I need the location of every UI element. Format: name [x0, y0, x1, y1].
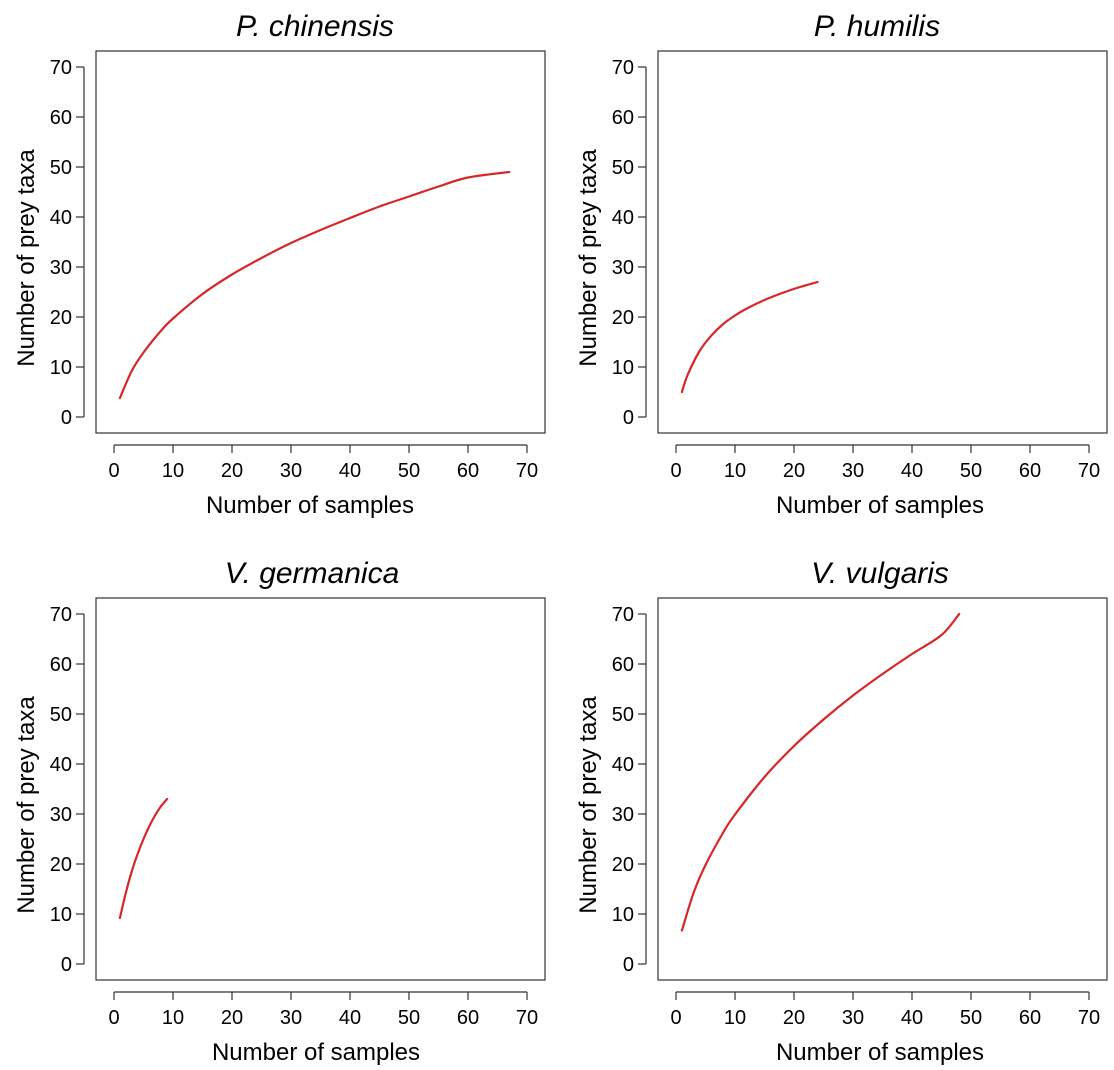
y-tick-label: 70 [612, 57, 634, 79]
y-tick-label: 60 [50, 107, 72, 129]
x-tick-label: 40 [339, 1007, 361, 1029]
x-tick-label: 20 [783, 460, 805, 482]
x-tick-label: 40 [901, 1007, 923, 1029]
y-tick-label: 40 [50, 754, 72, 776]
y-tick-label: 50 [50, 157, 72, 179]
y-tick-label: 10 [612, 904, 634, 926]
y-tick-label: 30 [612, 257, 634, 279]
rarefaction-curve [680, 280, 819, 394]
y-tick-label: 10 [50, 904, 72, 926]
x-tick-label: 70 [516, 460, 538, 482]
x-tick-label: 10 [162, 1007, 184, 1029]
tick-layer: 0 10 20 30 40 50 60 70 0 10 20 30 40 50 60 70 [50, 604, 538, 1029]
x-tick-label: 20 [783, 1007, 805, 1029]
y-axis-label: Number of prey taxa [13, 149, 40, 367]
y-tick-label: 60 [50, 654, 72, 676]
panel-title: P. chinensis [236, 10, 394, 43]
y-tick-label: 60 [612, 107, 634, 129]
y-tick-label: 40 [612, 207, 634, 229]
x-tick-label: 30 [280, 460, 302, 482]
panel-title: V. germanica [225, 557, 400, 590]
panel-v-germanica: V. germanica 0 10 20 30 40 50 60 70 0 10 20 30 40 50 6… [13, 557, 546, 1066]
x-tick-label: 20 [221, 460, 243, 482]
y-tick-label: 50 [612, 704, 634, 726]
x-tick-label: 70 [1078, 1007, 1100, 1029]
panel-p-chinensis: P. chinensis 0 10 20 30 40 50 60 70 0 10 20 30 40 50 6… [13, 10, 546, 519]
tick-layer: 0 10 20 30 40 50 60 70 0 10 20 30 40 50 60 70 [612, 57, 1100, 482]
panel-title: V. vulgaris [811, 557, 949, 590]
y-tick-label: 0 [623, 954, 634, 976]
rarefaction-curve [118, 797, 169, 920]
x-tick-label: 60 [1019, 1007, 1041, 1029]
tick-layer: 0 10 20 30 40 50 60 70 0 10 20 30 40 50 60 70 [50, 57, 538, 482]
y-tick-label: 30 [50, 804, 72, 826]
x-tick-label: 40 [339, 460, 361, 482]
x-tick-label: 0 [108, 1007, 119, 1029]
x-tick-label: 10 [162, 460, 184, 482]
y-tick-label: 30 [50, 257, 72, 279]
panel-v-vulgaris: V. vulgaris 0 10 20 30 40 50 60 70 0 10 20 30 40 50 60… [575, 557, 1108, 1066]
x-tick-label: 0 [670, 1007, 681, 1029]
y-tick-label: 70 [50, 604, 72, 626]
y-tick-label: 40 [612, 754, 634, 776]
y-tick-label: 50 [612, 157, 634, 179]
plot-frame [657, 50, 1108, 434]
x-tick-label: 70 [1078, 460, 1100, 482]
x-axis-label: Number of samples [206, 492, 414, 519]
y-tick-label: 70 [612, 604, 634, 626]
y-tick-label: 0 [623, 407, 634, 429]
y-axis-label: Number of prey taxa [575, 696, 602, 914]
y-tick-label: 10 [612, 357, 634, 379]
x-tick-label: 0 [670, 460, 681, 482]
panel-title: P. humilis [814, 10, 940, 43]
x-tick-label: 40 [901, 460, 923, 482]
x-tick-label: 0 [108, 460, 119, 482]
x-tick-label: 30 [842, 460, 864, 482]
rarefaction-curve [680, 612, 961, 932]
x-tick-label: 50 [398, 1007, 420, 1029]
x-tick-label: 70 [516, 1007, 538, 1029]
y-tick-label: 40 [50, 207, 72, 229]
x-tick-label: 60 [457, 1007, 479, 1029]
y-tick-label: 20 [50, 307, 72, 329]
y-tick-label: 50 [50, 704, 72, 726]
x-axis-label: Number of samples [212, 1039, 420, 1066]
plot-frame [95, 50, 546, 434]
x-tick-label: 50 [398, 460, 420, 482]
x-tick-label: 10 [724, 460, 746, 482]
series-layer [118, 797, 169, 920]
series-layer [680, 612, 961, 932]
y-tick-label: 0 [61, 954, 72, 976]
x-tick-label: 10 [724, 1007, 746, 1029]
x-axis-label: Number of samples [776, 492, 984, 519]
rarefaction-curve [118, 170, 511, 400]
x-tick-label: 30 [280, 1007, 302, 1029]
y-axis-label: Number of prey taxa [575, 149, 602, 367]
y-tick-label: 30 [612, 804, 634, 826]
y-tick-label: 20 [612, 307, 634, 329]
plot-frame [657, 597, 1108, 981]
x-tick-label: 60 [1019, 460, 1041, 482]
x-tick-label: 50 [960, 460, 982, 482]
tick-layer: 0 10 20 30 40 50 60 70 0 10 20 30 40 50 60 70 [612, 604, 1100, 1029]
x-axis-label: Number of samples [776, 1039, 984, 1066]
x-tick-label: 50 [960, 1007, 982, 1029]
y-tick-label: 60 [612, 654, 634, 676]
series-layer [680, 280, 819, 394]
plot-frame [95, 597, 546, 981]
y-axis-label: Number of prey taxa [13, 696, 40, 914]
x-tick-label: 20 [221, 1007, 243, 1029]
x-tick-label: 30 [842, 1007, 864, 1029]
y-tick-label: 10 [50, 357, 72, 379]
panel-p-humilis: P. humilis 0 10 20 30 40 50 60 70 0 10 20 30 40 50 60 7… [575, 10, 1108, 519]
x-tick-label: 60 [457, 460, 479, 482]
series-layer [118, 170, 511, 400]
y-tick-label: 20 [50, 854, 72, 876]
y-tick-label: 0 [61, 407, 72, 429]
y-tick-label: 20 [612, 854, 634, 876]
y-tick-label: 70 [50, 57, 72, 79]
